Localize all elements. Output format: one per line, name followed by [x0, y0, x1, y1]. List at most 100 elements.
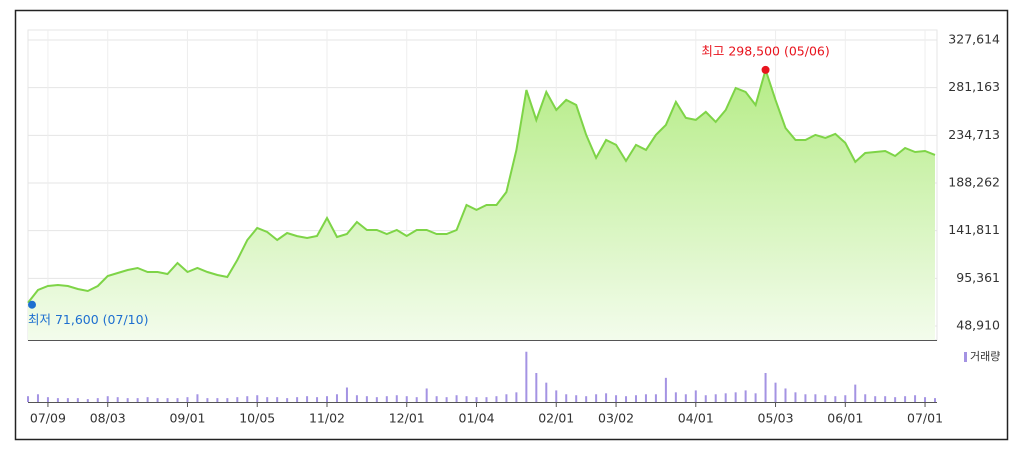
volume-bar: [206, 398, 209, 402]
price-area: [28, 69, 935, 341]
x-tick-label: 08/03: [90, 411, 126, 426]
volume-bar: [595, 394, 598, 402]
volume-bar: [744, 390, 747, 402]
volume-bar: [545, 382, 548, 402]
volume-bar: [36, 394, 39, 402]
volume-legend: 거래량: [970, 350, 1000, 363]
volume-bar: [136, 398, 139, 402]
x-tick-label: 07/01: [907, 411, 943, 426]
volume-bar: [694, 390, 697, 402]
volume-bar: [794, 392, 797, 402]
y-tick-label: 141,811: [948, 222, 1000, 237]
volume-bar: [495, 396, 498, 402]
volume-bar: [914, 395, 917, 402]
volume-bar: [296, 397, 299, 402]
volume-bar: [27, 396, 29, 402]
volume-bar: [405, 396, 408, 402]
x-tick-label: 09/01: [169, 411, 205, 426]
volume-bar: [345, 387, 348, 402]
volume-bar: [415, 397, 418, 402]
x-tick-label: 04/01: [678, 411, 714, 426]
volume-bar: [186, 397, 189, 402]
volume-bar: [216, 398, 219, 402]
volume-bar: [565, 394, 568, 402]
x-tick-label: 02/01: [538, 411, 574, 426]
high-marker: [761, 65, 770, 74]
volume-bar: [934, 398, 936, 402]
volume-bar: [714, 394, 717, 402]
volume-bar: [96, 398, 99, 402]
y-tick-label: 327,614: [948, 32, 1000, 47]
x-tick-label: 12/01: [389, 411, 425, 426]
volume-bar: [196, 394, 199, 402]
volume-bar: [355, 395, 358, 402]
volume-bar: [46, 397, 49, 402]
volume-bar: [375, 397, 378, 402]
volume-bar: [286, 398, 289, 402]
volume-bar: [724, 393, 727, 402]
volume-bar: [316, 397, 319, 402]
volume-bar: [625, 396, 628, 402]
volume-bar: [555, 390, 558, 402]
volume-legend-swatch: [964, 352, 967, 362]
x-tick-label: 01/04: [459, 411, 495, 426]
volume-bar: [884, 396, 887, 402]
volume-bar: [365, 396, 368, 402]
volume-bar: [176, 398, 179, 402]
volume-bar: [256, 395, 259, 402]
volume-bar: [684, 394, 687, 402]
volume-bar: [654, 394, 657, 402]
volume-bar: [425, 388, 428, 402]
volume-bar: [664, 377, 667, 402]
volume-bar: [126, 398, 129, 402]
volume-bar: [634, 395, 637, 402]
volume-bar: [146, 397, 149, 402]
volume-bar: [585, 396, 588, 402]
volume-bar: [156, 398, 159, 402]
volume-bar: [894, 397, 897, 402]
x-tick-label: 06/01: [827, 411, 863, 426]
volume-bar: [575, 395, 578, 402]
volume-bar: [76, 398, 79, 402]
volume-bar: [834, 396, 837, 402]
volume-bar: [824, 395, 827, 402]
volume-bar: [814, 394, 817, 402]
volume-bar: [844, 395, 847, 402]
volume-bar: [674, 392, 677, 402]
volume-bar: [515, 392, 518, 402]
volume-bar: [326, 396, 329, 402]
x-tick-label: 07/09: [30, 411, 66, 426]
volume-bar: [535, 373, 538, 402]
volume-bar: [615, 395, 618, 402]
volume-bar: [276, 397, 279, 402]
volume-bar: [445, 397, 448, 402]
volume-bar: [385, 396, 388, 402]
volume-bar: [764, 373, 767, 402]
x-tick-label: 05/03: [758, 411, 794, 426]
volume-bar: [106, 396, 109, 402]
y-tick-label: 95,361: [956, 270, 1000, 285]
volume-bar: [86, 399, 89, 402]
volume-bar: [485, 397, 488, 402]
volume-bar: [306, 396, 309, 402]
volume-bar: [774, 382, 777, 402]
volume-bar: [236, 397, 239, 402]
volume-bar: [435, 396, 438, 402]
y-tick-label: 48,910: [956, 318, 1000, 333]
volume-bar: [56, 398, 59, 402]
volume-bar: [704, 395, 707, 402]
volume-bar: [465, 396, 468, 402]
x-tick-label: 10/05: [239, 411, 275, 426]
x-tick-label: 03/02: [598, 411, 634, 426]
volume-bar: [874, 396, 877, 402]
volume-bar: [904, 396, 907, 402]
volume-bar: [116, 397, 119, 402]
x-tick-label: 11/02: [309, 411, 345, 426]
volume-bar: [854, 384, 857, 402]
volume-bar: [924, 397, 927, 402]
low-marker: [28, 300, 36, 309]
high-label: 최고 298,500 (05/06): [701, 43, 829, 58]
volume-bar: [864, 394, 867, 402]
volume-bar: [226, 398, 229, 402]
